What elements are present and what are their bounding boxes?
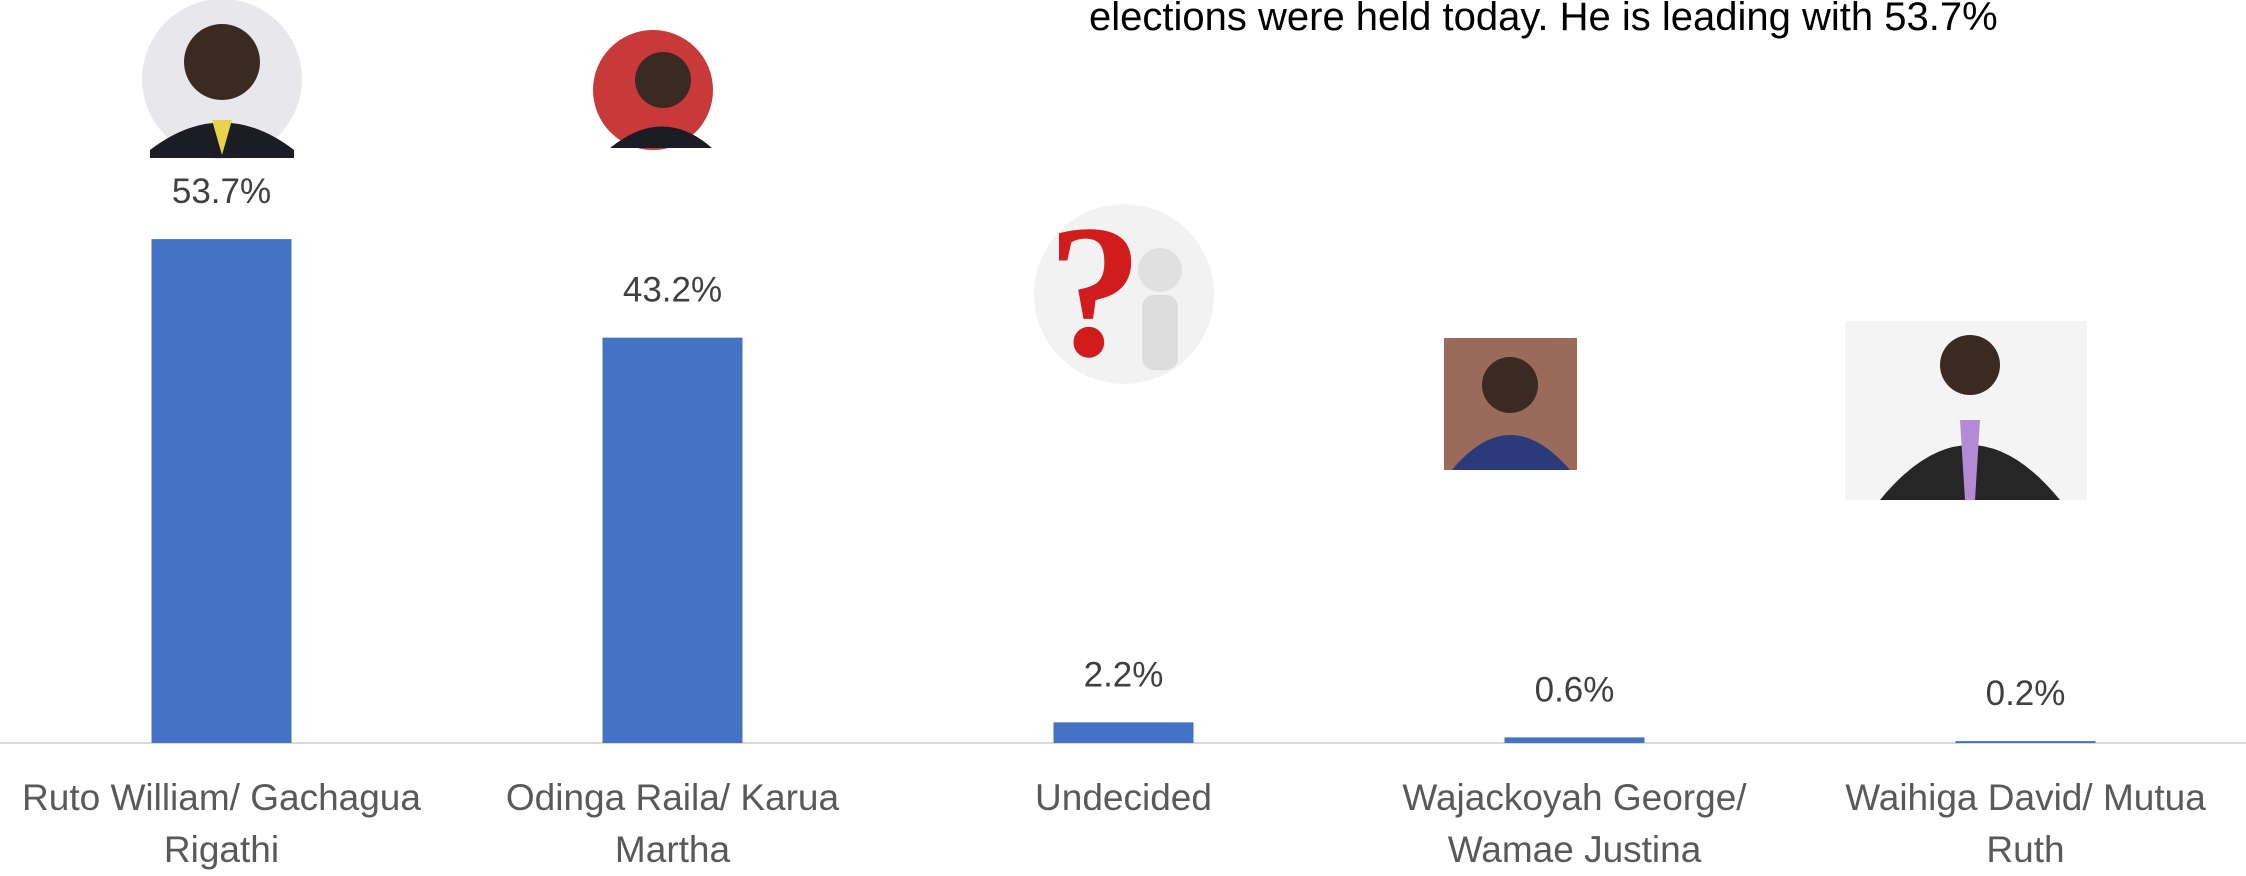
portrait-ruto bbox=[142, 0, 302, 159]
bar bbox=[1053, 722, 1194, 743]
question-icon: ? bbox=[1034, 187, 1214, 397]
bar bbox=[1504, 737, 1645, 743]
x-tick-label: Undecided bbox=[1035, 777, 1212, 818]
value-label: 2.2% bbox=[1084, 655, 1164, 694]
value-label: 0.2% bbox=[1986, 674, 2066, 713]
bar bbox=[1955, 741, 2096, 743]
chart-title: elections were held today. He is leading… bbox=[1089, 0, 1998, 39]
portrait-waihiga bbox=[1845, 321, 2087, 500]
bar bbox=[151, 239, 292, 744]
value-label: 43.2% bbox=[623, 271, 722, 310]
bar bbox=[602, 337, 743, 743]
portrait-wajackoyah bbox=[1444, 338, 1577, 470]
x-tick-label: Waihiga David/ Mutua Ruth bbox=[1845, 777, 2206, 870]
x-tick-label: Odinga Raila/ Karua Martha bbox=[505, 777, 840, 870]
value-label: 0.6% bbox=[1535, 670, 1615, 709]
x-tick-label: Wajackoyah George/ Wamae Justina bbox=[1402, 777, 1747, 870]
x-tick-label: Ruto William/ Gachagua Rigathi bbox=[22, 777, 421, 870]
portrait-raila bbox=[593, 30, 713, 150]
value-label: 53.7% bbox=[172, 172, 271, 211]
svg-text:?: ? bbox=[1048, 187, 1143, 397]
